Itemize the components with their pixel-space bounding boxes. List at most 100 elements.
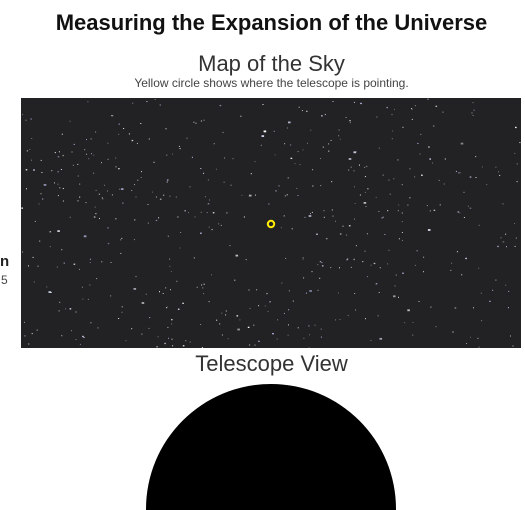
star <box>346 234 348 236</box>
star <box>93 216 96 218</box>
star <box>121 306 123 308</box>
star <box>465 257 467 260</box>
star <box>166 307 167 309</box>
star <box>373 262 376 265</box>
star <box>220 224 222 226</box>
star <box>469 207 472 209</box>
star <box>267 311 269 313</box>
star <box>275 190 277 192</box>
star <box>308 325 310 327</box>
star <box>140 123 142 124</box>
star <box>79 196 81 198</box>
star <box>125 340 127 342</box>
star <box>131 190 133 191</box>
star <box>240 115 242 117</box>
star <box>481 166 483 168</box>
star <box>381 217 383 219</box>
star <box>141 333 143 335</box>
star <box>222 131 224 133</box>
star <box>432 125 435 127</box>
star <box>49 231 52 233</box>
star <box>230 184 232 186</box>
star <box>391 138 393 140</box>
star <box>194 216 196 218</box>
star <box>248 194 252 197</box>
star <box>43 184 47 186</box>
star <box>159 291 160 293</box>
star <box>24 335 26 337</box>
star <box>31 138 33 139</box>
star <box>208 226 210 228</box>
star <box>188 212 189 214</box>
star <box>163 194 165 196</box>
star <box>330 140 332 141</box>
star <box>170 289 171 291</box>
star <box>292 300 294 302</box>
star <box>332 101 334 102</box>
star <box>438 179 440 181</box>
star <box>193 121 195 123</box>
star <box>107 242 110 245</box>
star <box>186 137 188 139</box>
star <box>69 308 72 310</box>
star <box>310 213 311 215</box>
star <box>87 101 89 103</box>
star <box>248 289 250 291</box>
star <box>120 188 124 190</box>
star <box>167 306 168 308</box>
star <box>79 268 80 270</box>
star <box>136 142 138 144</box>
star <box>321 261 323 264</box>
star <box>118 168 120 170</box>
star <box>203 283 205 285</box>
telescope-pointer-icon[interactable] <box>266 219 276 229</box>
star <box>54 182 55 184</box>
star <box>305 292 307 294</box>
star <box>426 205 428 207</box>
star <box>134 184 135 186</box>
star <box>72 164 74 166</box>
star <box>133 288 137 290</box>
star <box>515 237 517 239</box>
sky-map[interactable] <box>21 98 521 348</box>
star <box>171 338 173 340</box>
star <box>379 267 381 269</box>
sky-map-canvas[interactable] <box>21 98 521 348</box>
star <box>510 335 511 337</box>
star <box>46 286 48 288</box>
star <box>134 219 136 221</box>
star <box>111 194 113 196</box>
star <box>200 168 202 169</box>
star <box>471 112 473 114</box>
star <box>165 287 167 289</box>
star <box>159 198 162 200</box>
star <box>58 310 60 312</box>
star <box>370 264 372 266</box>
star <box>442 111 444 113</box>
star <box>96 278 98 280</box>
star <box>432 162 434 164</box>
star <box>258 305 260 307</box>
star <box>283 215 285 217</box>
star <box>121 311 123 313</box>
star <box>297 195 299 197</box>
star <box>505 233 507 235</box>
star <box>24 321 25 323</box>
star <box>414 105 416 107</box>
star <box>32 256 34 258</box>
star <box>401 221 403 223</box>
star <box>49 246 51 248</box>
star <box>388 179 390 181</box>
star <box>288 324 289 326</box>
star <box>28 343 30 345</box>
star <box>378 211 380 212</box>
star <box>56 266 58 268</box>
star <box>353 170 355 172</box>
star <box>170 271 172 273</box>
star <box>414 176 416 178</box>
star <box>221 312 223 314</box>
star <box>366 276 368 278</box>
star <box>207 179 209 181</box>
star <box>63 262 65 264</box>
star <box>319 261 321 263</box>
